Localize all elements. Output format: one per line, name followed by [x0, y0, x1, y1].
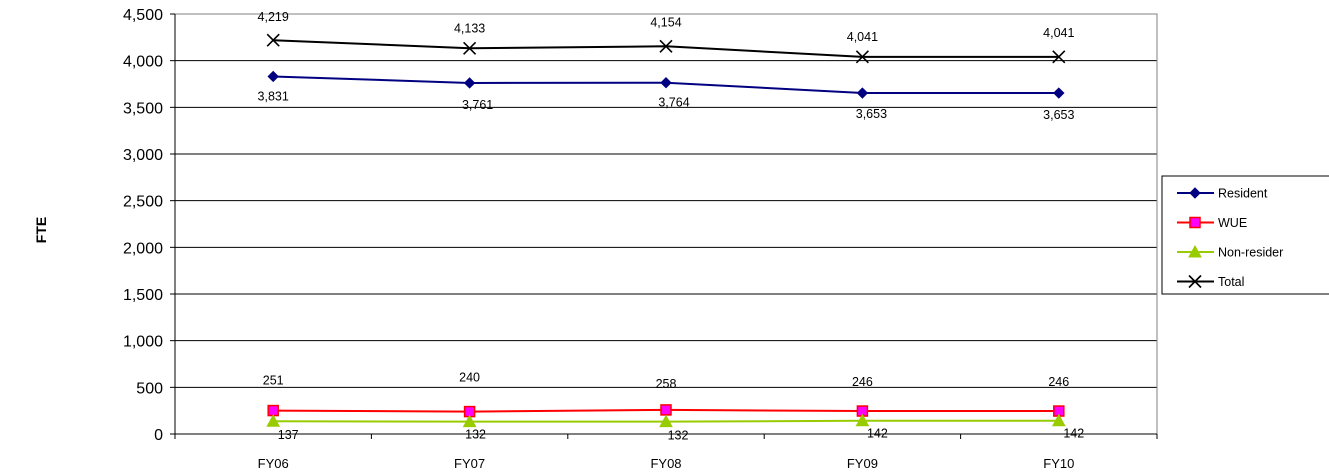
y-tick-label: 2,500	[123, 194, 163, 211]
series-line	[273, 39, 1059, 58]
data-label: 142	[867, 427, 888, 441]
x-axis-ticks: FY06 FY07 FY08 FY09 FY10	[174, 434, 1158, 471]
legend-label: Total	[1218, 275, 1244, 289]
data-label: 142	[1063, 427, 1084, 441]
data-point	[855, 50, 869, 64]
data-label: 4,219	[258, 10, 289, 24]
legend-item-resident: Resident	[1177, 187, 1268, 201]
legend-marker	[1188, 274, 1202, 289]
data-label: 132	[668, 429, 689, 443]
series-total	[266, 33, 1066, 64]
data-point	[659, 414, 673, 428]
data-label: 246	[1048, 375, 1069, 389]
x-tick-label: FY07	[454, 456, 485, 471]
x-tick-label: FY09	[847, 456, 878, 471]
legend-label: WUE	[1218, 216, 1247, 230]
data-label: 3,653	[1043, 108, 1074, 122]
data-point	[1053, 87, 1065, 99]
data-point	[267, 70, 279, 83]
legend: Resident WUE Non-resider Total	[1161, 175, 1329, 295]
data-point	[1051, 413, 1066, 427]
legend-marker	[1188, 244, 1202, 258]
legend-marker	[1189, 187, 1201, 199]
y-tick-label: 3,000	[123, 147, 163, 164]
data-point	[855, 413, 870, 427]
data-label: 258	[656, 377, 677, 391]
data-label: 251	[263, 374, 284, 388]
data-label: 132	[465, 428, 486, 442]
legend-marker	[1189, 216, 1201, 229]
x-tick-label: FY10	[1043, 456, 1074, 471]
data-label: 4,133	[454, 21, 485, 35]
data-label: 3,831	[258, 89, 289, 103]
series-resident	[267, 70, 1065, 99]
y-axis-ticks: 0 500 1,000 1,500 2,000 2,500 3,000 3,500 4,000 4…	[123, 7, 175, 444]
data-label: 240	[459, 371, 480, 385]
data-point	[660, 404, 672, 416]
data-point	[856, 87, 869, 99]
data-labels: 3,831 3,761 3,764 3,653 3,653 251 240 258 246 246…	[258, 10, 1085, 442]
x-tick-label: FY08	[650, 456, 681, 471]
y-tick-label: 1,500	[123, 287, 163, 304]
data-label: 4,041	[1043, 26, 1074, 40]
data-label: 3,764	[658, 96, 689, 110]
legend-label: Resident	[1218, 187, 1268, 201]
gridlines	[175, 13, 1157, 388]
data-point	[267, 404, 279, 417]
legend-item-total: Total	[1177, 274, 1244, 289]
data-point	[462, 414, 477, 428]
data-label: 4,154	[650, 15, 681, 29]
y-tick-label: 4,500	[123, 7, 163, 24]
data-label: 137	[278, 428, 299, 442]
data-label: 3,761	[462, 98, 493, 112]
legend-box	[1161, 175, 1329, 295]
data-label: 3,653	[856, 107, 887, 121]
y-tick-label: 2,000	[123, 240, 163, 257]
data-label: 4,041	[847, 30, 878, 44]
data-point	[660, 76, 672, 89]
y-tick-label: 3,500	[123, 100, 163, 117]
data-point	[659, 39, 673, 53]
series-non-resident	[266, 413, 1066, 428]
y-tick-label: 1,000	[123, 334, 163, 351]
data-point	[266, 414, 281, 427]
data-point	[463, 41, 477, 55]
y-tick-label: 4,000	[123, 54, 163, 71]
axes	[174, 13, 1158, 435]
data-point	[266, 33, 280, 47]
y-tick-label: 0	[154, 427, 163, 444]
legend-item-wue: WUE	[1177, 216, 1247, 230]
y-axis-label: FTE	[33, 217, 49, 243]
y-tick-label: 500	[136, 380, 163, 397]
legend-label: Non-resider	[1218, 246, 1283, 260]
data-point	[1052, 50, 1066, 64]
x-tick-label: FY06	[258, 456, 289, 471]
series-group	[266, 33, 1066, 428]
series-wue	[267, 404, 1065, 418]
data-label: 246	[852, 375, 873, 389]
data-point	[463, 77, 476, 89]
legend-item-non-resident: Non-resider	[1177, 244, 1283, 260]
